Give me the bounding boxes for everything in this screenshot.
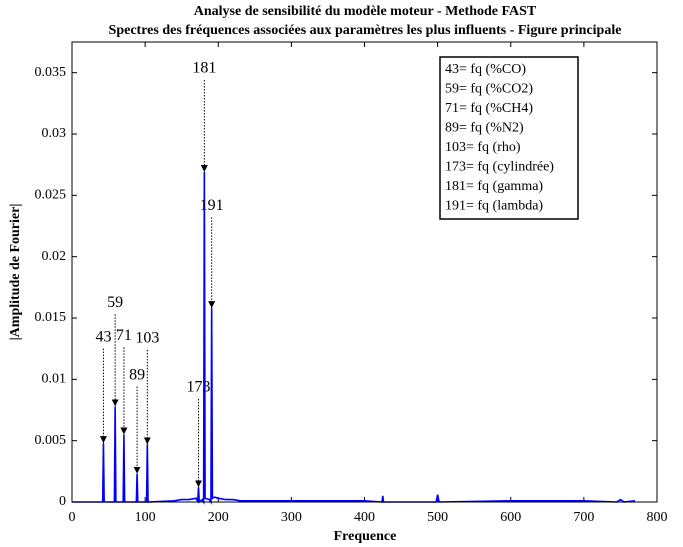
x-tick-label: 100 — [135, 510, 156, 525]
chart-title: Analyse de sensibilité du modèle moteur … — [194, 4, 537, 19]
y-axis-label: |Amplitude de Fourier| — [8, 204, 23, 341]
legend-text: 181= fq (gamma) — [445, 179, 543, 194]
annotation-label: 181 — [192, 60, 216, 77]
y-tick-label: 0.01 — [42, 372, 67, 387]
legend-text: 59= fq (%CO2) — [445, 82, 533, 97]
annotation-label: 191 — [200, 197, 224, 214]
y-tick-label: 0.025 — [35, 188, 67, 203]
y-tick-label: 0.03 — [42, 126, 67, 141]
x-tick-label: 800 — [647, 510, 668, 525]
y-tick-label: 0.035 — [35, 65, 67, 80]
y-tick-label: 0.015 — [35, 310, 67, 325]
annotation-label: 103 — [135, 330, 159, 347]
x-tick-label: 500 — [427, 510, 448, 525]
legend-text: 103= fq (rho) — [445, 140, 521, 155]
legend-text: 173= fq (cylindrée) — [445, 160, 554, 175]
x-tick-label: 300 — [281, 510, 302, 525]
legend-text: 43= fq (%CO) — [445, 62, 526, 77]
legend-text: 191= fq (lambda) — [445, 199, 543, 214]
annotation-label: 89 — [129, 366, 145, 383]
x-tick-label: 400 — [354, 510, 375, 525]
legend-box — [439, 56, 579, 220]
plot-frame — [71, 41, 658, 503]
legend-text: 71= fq (%CH4) — [445, 101, 533, 116]
x-tick-label: 200 — [208, 510, 229, 525]
y-tick-label: 0.005 — [35, 433, 67, 448]
annotation-label: 59 — [107, 294, 123, 311]
legend-text: 89= fq (%N2) — [445, 121, 524, 136]
annotation-label: 173 — [187, 379, 211, 396]
x-tick-label: 700 — [573, 510, 594, 525]
x-tick-label: 0 — [69, 510, 76, 525]
x-tick-label: 600 — [500, 510, 521, 525]
y-tick-label: 0 — [59, 494, 66, 509]
annotation-label: 43 — [95, 328, 111, 345]
chart-subtitle: Spectres des fréquences associées aux pa… — [109, 23, 622, 38]
x-axis-label: Frequence — [334, 529, 397, 544]
annotation-label: 71 — [116, 327, 132, 344]
y-tick-label: 0.02 — [42, 249, 67, 264]
